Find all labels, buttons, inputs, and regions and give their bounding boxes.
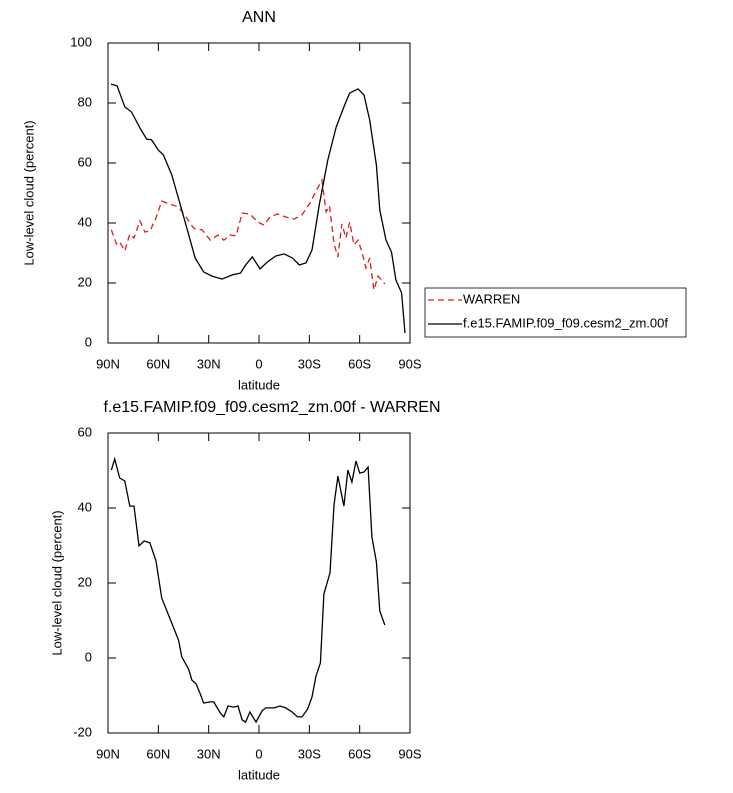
x-tick-label: 0 <box>255 746 262 761</box>
x-tick-label: 60N <box>146 746 170 761</box>
y-tick-label: 20 <box>78 274 92 289</box>
legend-box <box>424 287 687 338</box>
x-tick-label: 60S <box>348 746 371 761</box>
x-tick-label: 30S <box>298 746 321 761</box>
y-tick-label: -20 <box>73 724 92 739</box>
y-tick-label: 0 <box>85 334 92 349</box>
y-axis-label: Low-level cloud (percent) <box>21 120 36 265</box>
y-axis-label: Low-level cloud (percent) <box>49 510 64 655</box>
y-tick-label: 20 <box>78 574 92 589</box>
y-tick-label: 40 <box>78 499 92 514</box>
x-tick-label: 30N <box>197 356 221 371</box>
chart-title: ANN <box>242 9 276 26</box>
y-tick-label: 60 <box>78 154 92 169</box>
x-tick-label: 60N <box>146 356 170 371</box>
chart-title: f.e15.FAMIP.f09_f09.cesm2_zm.00f - WARRE… <box>103 399 440 416</box>
y-tick-label: 60 <box>78 424 92 439</box>
y-tick-label: 80 <box>78 94 92 109</box>
y-tick-label: 0 <box>85 649 92 664</box>
y-tick-label: 100 <box>70 34 92 49</box>
x-tick-label: 90N <box>96 356 120 371</box>
x-tick-label: 90S <box>398 746 421 761</box>
y-tick-label: 40 <box>78 214 92 229</box>
legend-label: WARREN <box>463 291 520 306</box>
data-line <box>110 178 386 291</box>
x-axis-label: latitude <box>238 377 280 392</box>
x-tick-label: 90S <box>398 356 421 371</box>
data-line <box>110 83 406 334</box>
x-tick-label: 90N <box>96 746 120 761</box>
x-tick-label: 60S <box>348 356 371 371</box>
data-line <box>110 456 386 724</box>
x-axis-label: latitude <box>238 767 280 782</box>
legend-label: f.e15.FAMIP.f09_f09.cesm2_zm.00f <box>463 315 668 330</box>
x-tick-label: 30N <box>197 746 221 761</box>
plot-frame <box>107 432 411 734</box>
plot-frame <box>107 42 411 344</box>
x-tick-label: 30S <box>298 356 321 371</box>
x-tick-label: 0 <box>255 356 262 371</box>
